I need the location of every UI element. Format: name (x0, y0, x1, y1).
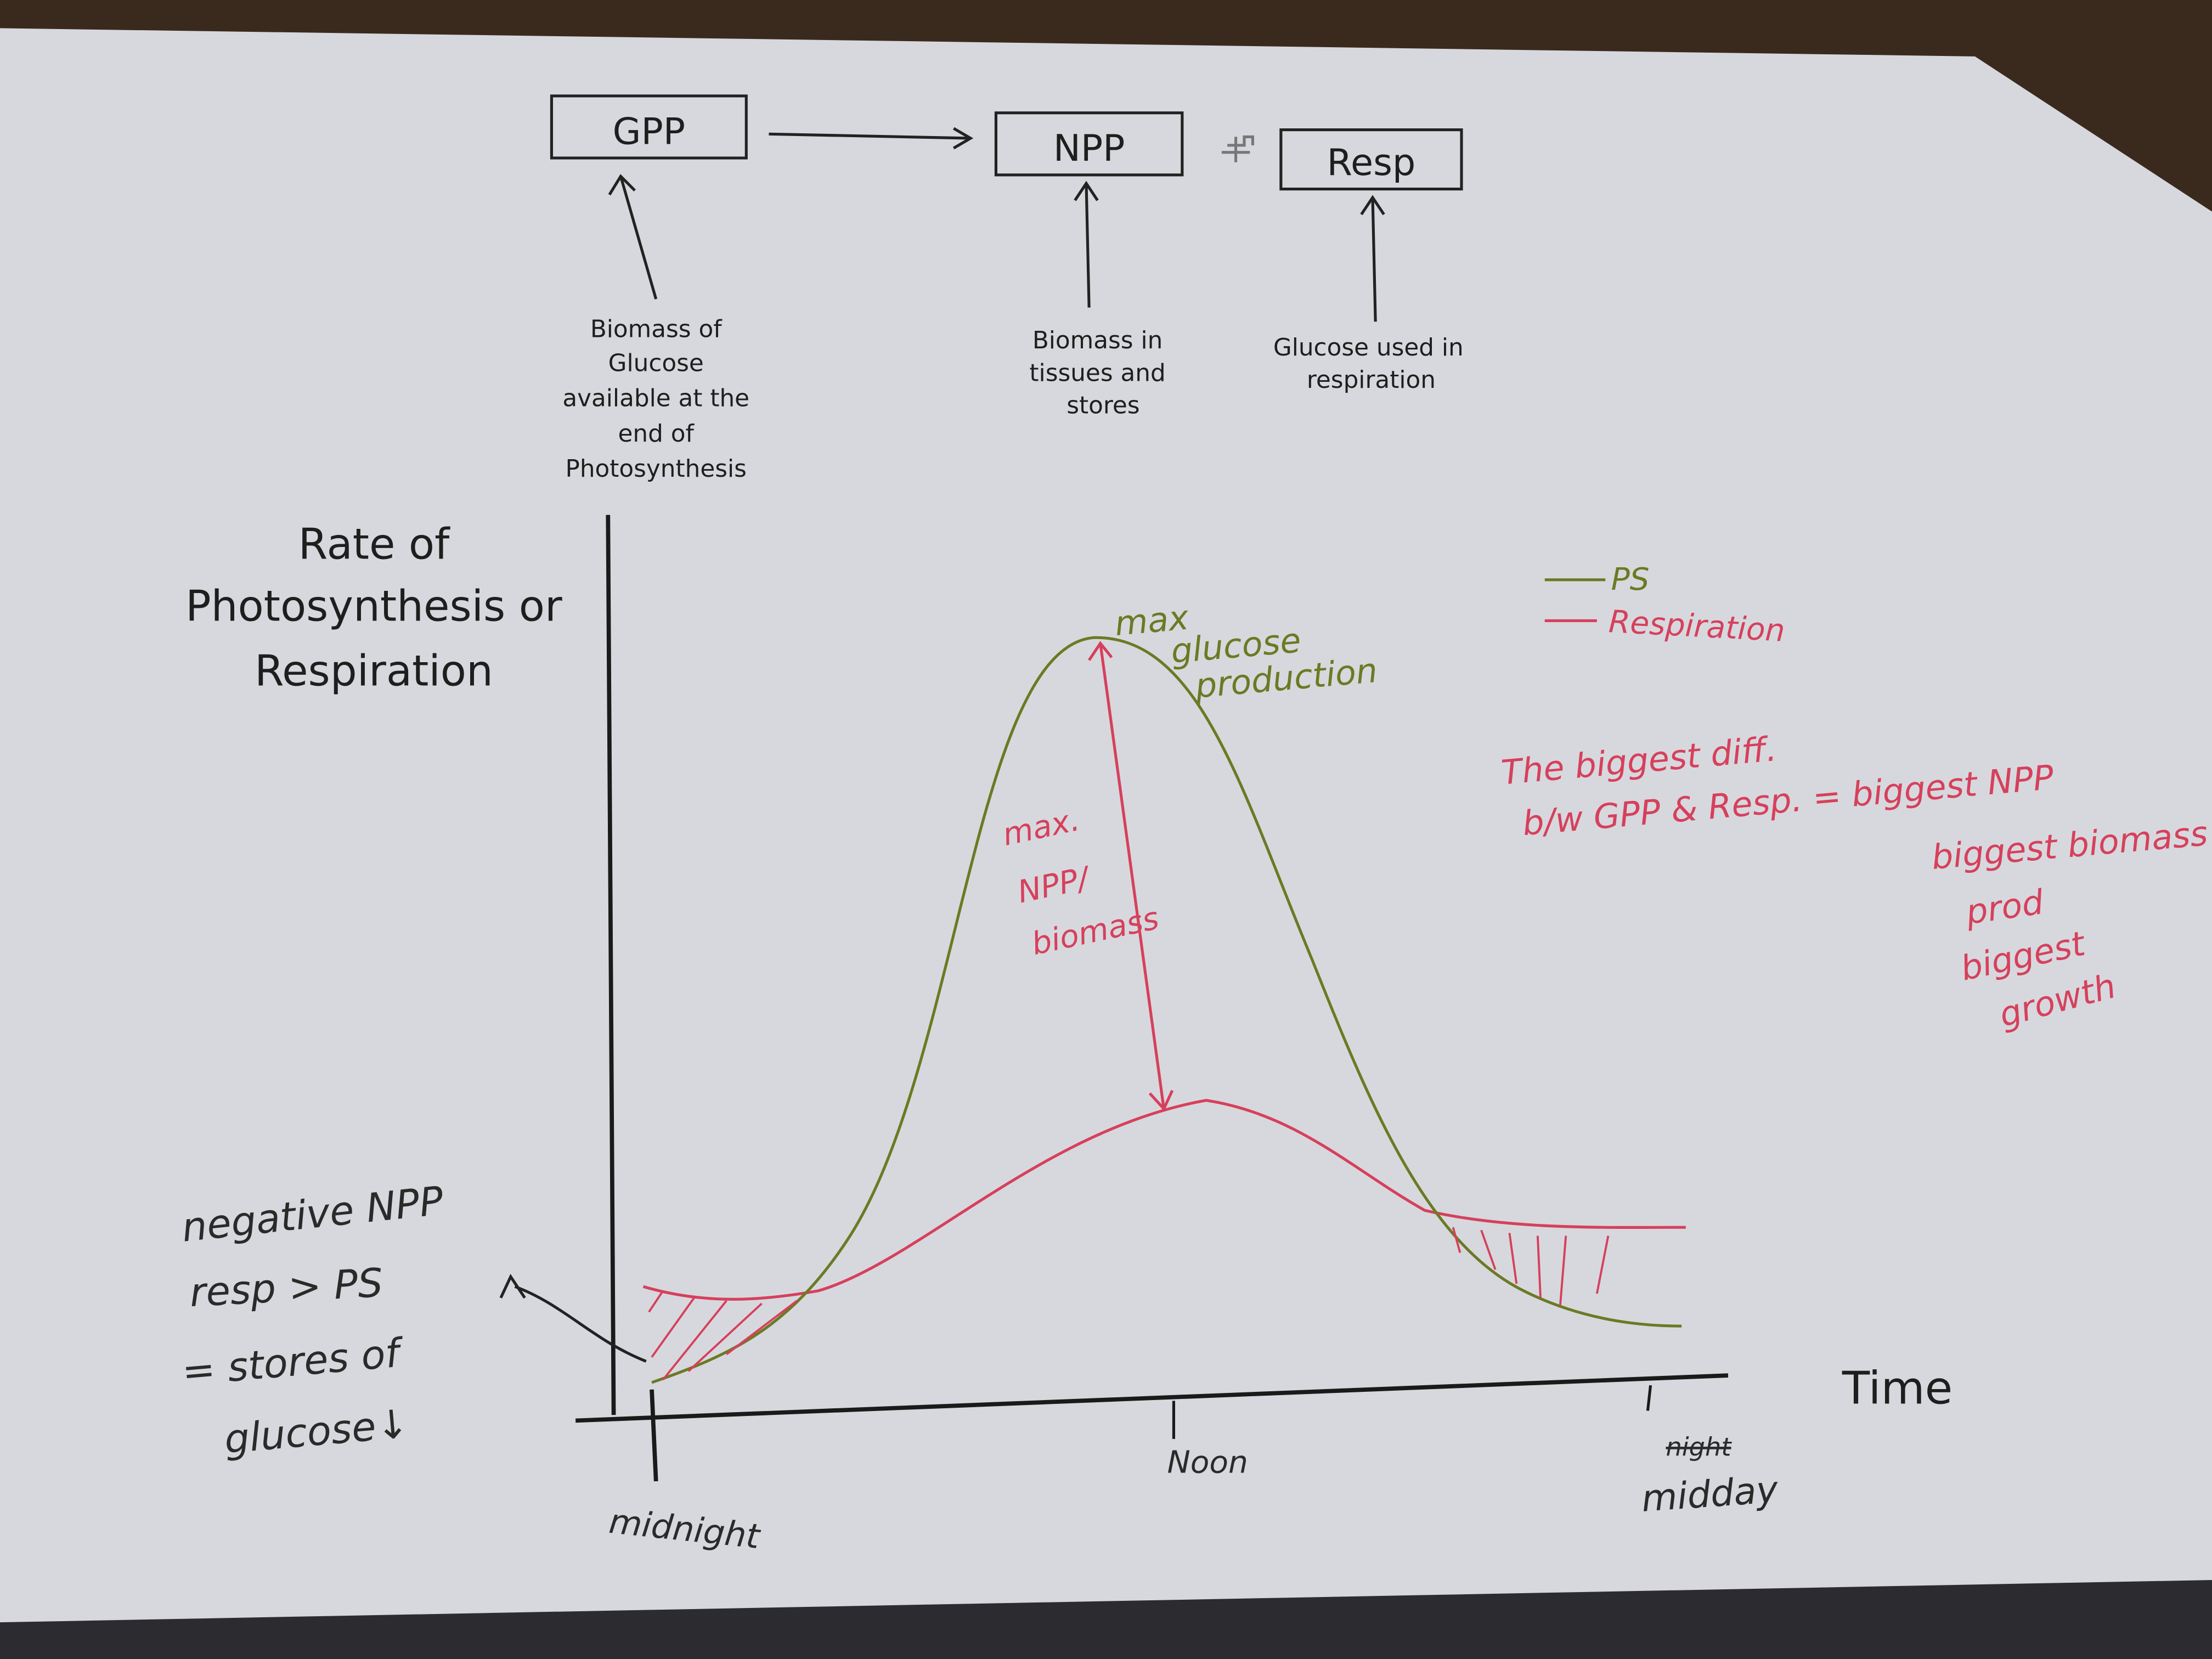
note: Glucose used in (1273, 334, 1464, 362)
note: Glucose (608, 349, 704, 377)
arrow (1360, 195, 1385, 322)
x-label: Time (1842, 1363, 1953, 1415)
npp-arrow (1088, 641, 1174, 1111)
resp-curve (642, 1099, 1686, 1301)
note: end of (618, 420, 695, 448)
box (550, 94, 748, 160)
legend-label: PS (1611, 561, 1650, 597)
arrow (769, 127, 974, 150)
x-tick-label: midday (1640, 1468, 1780, 1520)
box (1279, 128, 1463, 191)
tick (650, 1389, 658, 1482)
box-label: Resp (1327, 141, 1416, 184)
notes: Biomass of Glucose available at the end … (562, 315, 1463, 483)
note: respiration (1307, 366, 1436, 394)
tick (1646, 1385, 1652, 1411)
y-label-line: Respiration (255, 647, 493, 696)
note: tissues and (1029, 359, 1165, 387)
shadow (0, 1580, 2212, 1659)
y-label-line: Photosynthesis or (185, 582, 562, 631)
box-label: GPP (613, 110, 685, 153)
note: Biomass of (590, 315, 723, 343)
ps-curve (651, 636, 1682, 1384)
y-label: Rate of Photosynthesis or Respiration (185, 520, 562, 696)
curves (499, 636, 1686, 1384)
x-axis (575, 1373, 1729, 1423)
y-axis (606, 515, 616, 1415)
box (994, 111, 1184, 177)
note-arrow (499, 1273, 647, 1363)
flow (550, 94, 1463, 322)
arrow (608, 174, 658, 300)
note: stores (1066, 391, 1139, 419)
struck-label: night (1666, 1432, 1732, 1462)
plus (1221, 135, 1254, 162)
note: Biomass in (1032, 326, 1163, 354)
x-tick-label: Noon (1167, 1444, 1248, 1481)
axes (575, 515, 1729, 1482)
annotation-line: max (1113, 597, 1191, 644)
paper (0, 28, 2212, 1659)
note: Photosynthesis (566, 455, 747, 483)
hatching (648, 1227, 1610, 1381)
note: available at the (562, 385, 749, 413)
y-label-line: Rate of (298, 520, 451, 569)
arrow (1074, 180, 1099, 308)
box-label: NPP (1053, 127, 1125, 170)
annotation-line: resp > PS (189, 1260, 384, 1316)
